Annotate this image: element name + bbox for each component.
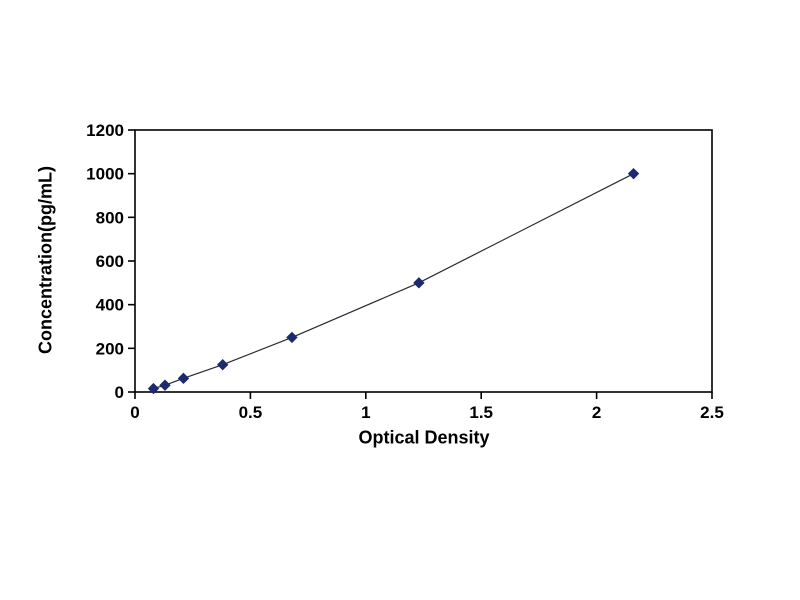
data-point-marker <box>147 382 160 395</box>
data-point-marker <box>216 359 229 371</box>
y-axis-label: Concentration(pg/mL) <box>35 166 56 354</box>
y-tick-label: 1200 <box>86 121 124 140</box>
y-tick-label: 400 <box>96 296 124 315</box>
x-tick-label: 1 <box>361 403 370 422</box>
plot-frame <box>134 129 713 393</box>
x-tick-label: 2 <box>592 403 601 422</box>
y-tick-label: 800 <box>96 208 124 227</box>
y-tick-label: 200 <box>96 339 124 358</box>
data-point-marker <box>159 379 171 391</box>
data-point-marker <box>177 372 190 385</box>
x-tick-label: 2.5 <box>700 403 724 422</box>
x-tick-label: 0 <box>130 403 139 422</box>
data-point-marker <box>627 167 640 180</box>
x-tick-label: 0.5 <box>239 403 263 422</box>
data-point-marker <box>286 331 298 344</box>
x-axis-label: Optical Density <box>358 427 490 448</box>
data-point-marker <box>413 277 425 289</box>
y-tick-label: 1000 <box>86 165 124 184</box>
y-tick-label: 600 <box>96 252 124 271</box>
y-tick-label: 0 <box>115 383 124 402</box>
x-tick-label: 1.5 <box>469 403 493 422</box>
